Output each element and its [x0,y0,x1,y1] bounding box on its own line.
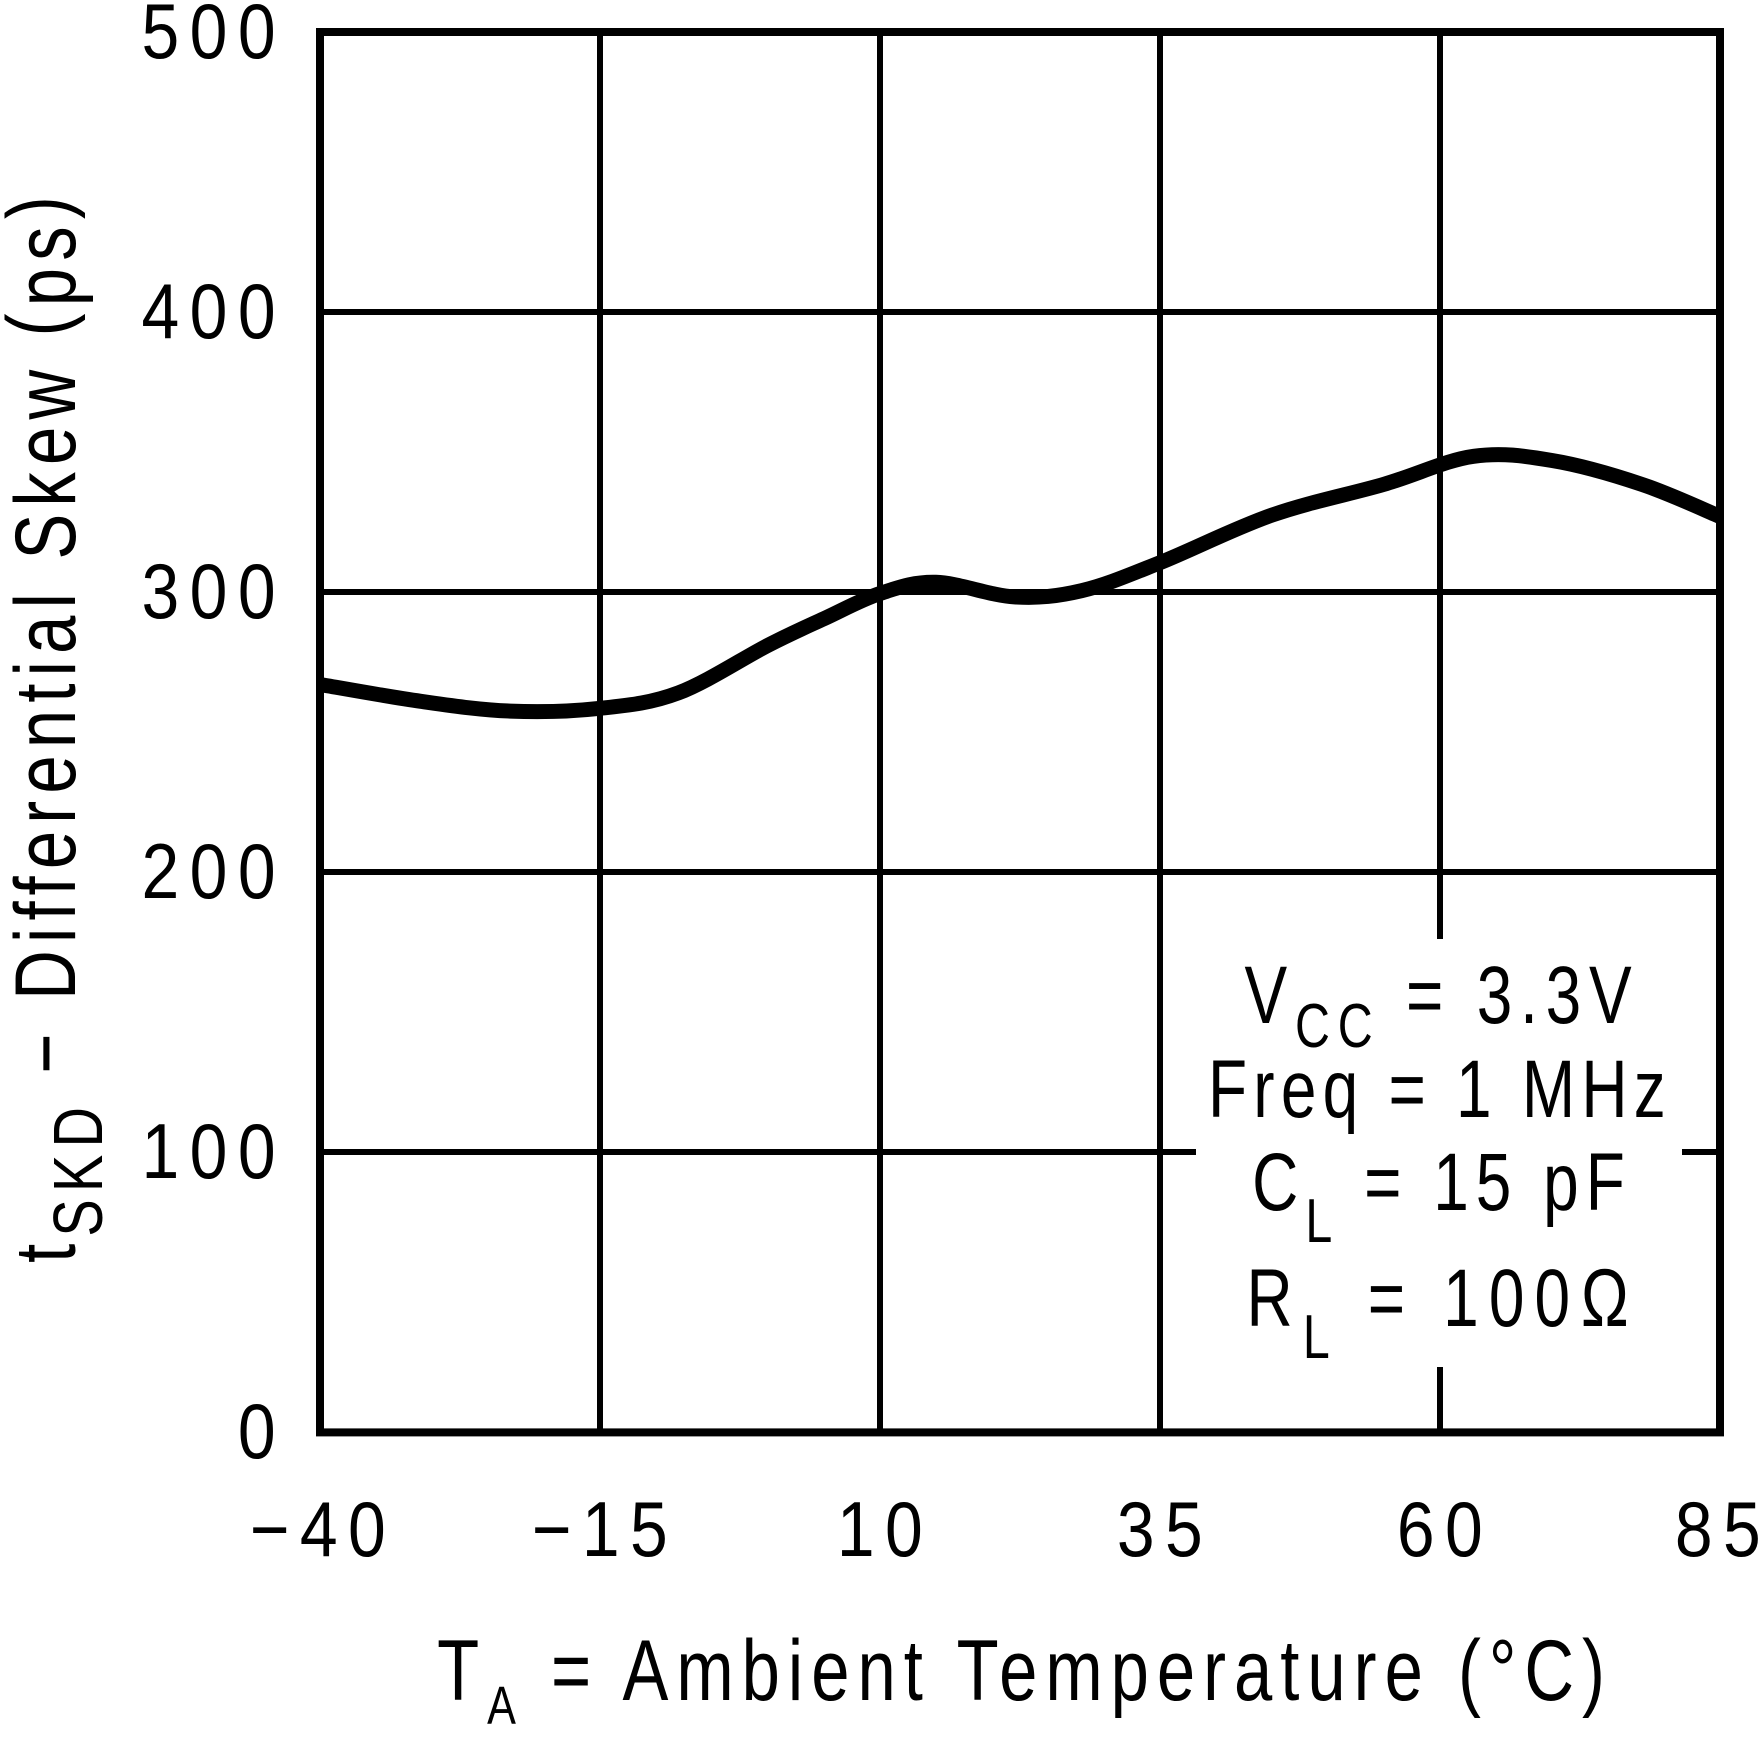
svg-text:300: 300 [141,549,286,635]
svg-text:500: 500 [141,0,286,75]
svg-text:Freq = 1 MHz: Freq = 1 MHz [1208,1042,1672,1135]
svg-text:85: 85 [1675,1487,1761,1573]
svg-text:100: 100 [141,1109,286,1195]
svg-text:−40: −40 [250,1487,396,1573]
svg-text:tSKD − Differential Skew (ps): tSKD − Differential Skew (ps) [0,189,117,1263]
svg-text:0: 0 [238,1389,286,1475]
svg-text:200: 200 [141,829,286,915]
svg-text:400: 400 [141,269,286,355]
svg-text:TA = Ambient Temperature (°C): TA = Ambient Temperature (°C) [437,1623,1613,1736]
svg-text:35: 35 [1117,1487,1213,1573]
svg-text:−15: −15 [532,1487,678,1573]
svg-text:10: 10 [837,1487,933,1573]
svg-text:60: 60 [1397,1487,1493,1573]
